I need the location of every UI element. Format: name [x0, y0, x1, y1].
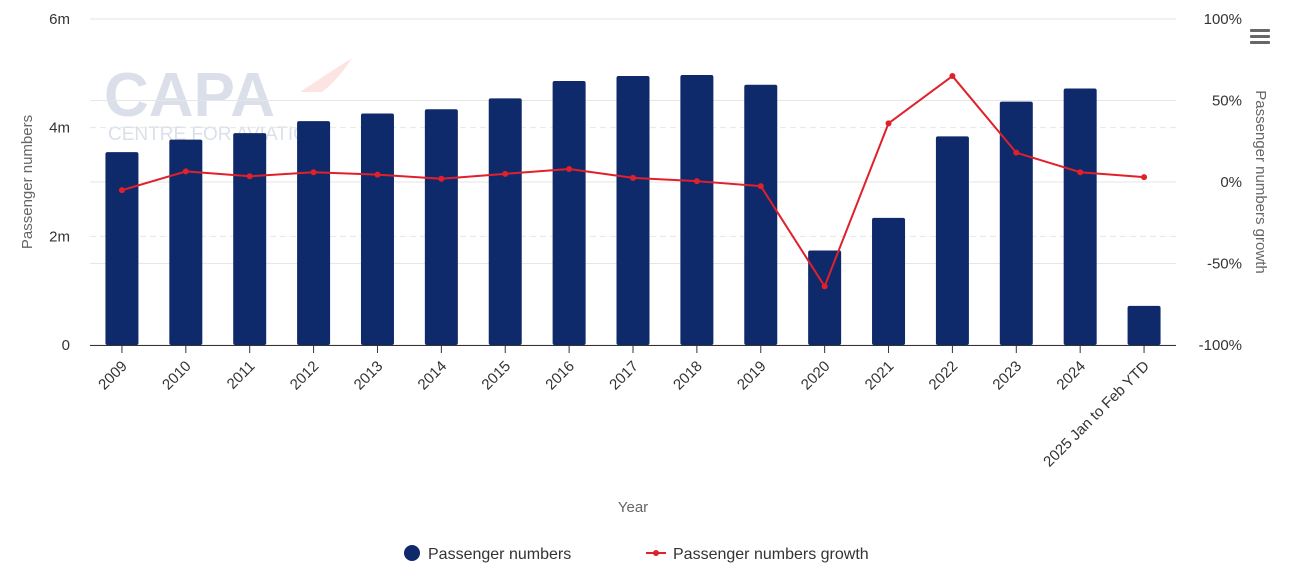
legend: Passenger numbers Passenger numbers grow… [404, 545, 869, 563]
growth-point[interactable] [1077, 169, 1084, 176]
bar[interactable] [808, 250, 842, 345]
right-axis-tick-label: 100% [1204, 11, 1242, 28]
bar[interactable] [360, 113, 394, 345]
bar[interactable] [935, 136, 969, 345]
growth-point[interactable] [374, 171, 381, 178]
watermark-subtitle: CENTRE FOR AVIATION [108, 124, 322, 145]
x-axis-tick-label: 2020 [798, 358, 834, 394]
x-axis-tick-label: 2014 [415, 358, 451, 394]
bar[interactable] [488, 98, 522, 346]
left-axis-tick-label: 2m [49, 228, 70, 245]
x-axis-tick-label: 2019 [734, 358, 770, 394]
bar[interactable] [297, 121, 331, 345]
growth-point[interactable] [310, 169, 317, 176]
growth-point[interactable] [246, 173, 253, 180]
growth-point[interactable] [821, 283, 828, 290]
growth-point[interactable] [949, 73, 956, 80]
growth-point[interactable] [566, 165, 573, 172]
right-axis-tick-label: -50% [1207, 256, 1242, 273]
left-axis-tick-label: 0 [62, 337, 70, 354]
x-axis-tick-label: 2015 [478, 358, 514, 394]
growth-point[interactable] [630, 174, 636, 181]
bar[interactable] [680, 74, 714, 346]
legend-item-passenger-numbers[interactable]: Passenger numbers [404, 545, 571, 563]
growth-point[interactable] [693, 178, 700, 185]
bar[interactable] [999, 101, 1033, 345]
bar[interactable] [744, 84, 778, 345]
bar[interactable] [1063, 88, 1097, 346]
legend-item-passenger-numbers-growth[interactable]: Passenger numbers growth [646, 546, 869, 563]
left-axis-tick-label: 6m [49, 11, 70, 28]
legend-bar-marker [404, 545, 420, 561]
legend-label-passenger-numbers: Passenger numbers [428, 546, 571, 563]
bar[interactable] [552, 80, 586, 345]
x-axis-tick-label: 2011 [224, 358, 259, 393]
right-y-axis-title: Passenger numbers growth [1252, 90, 1269, 273]
bar-series [90, 74, 1176, 346]
x-axis-tick-label: 2021 [862, 358, 898, 394]
bar[interactable] [105, 152, 139, 345]
growth-point[interactable] [1141, 174, 1148, 181]
x-axis-tick-label: 2016 [542, 358, 578, 394]
growth-point[interactable] [118, 187, 125, 194]
growth-point[interactable] [438, 175, 445, 182]
capa-watermark-logo: CAPA CENTRE FOR AVIATION [104, 58, 352, 145]
x-axis-tick-label: 2025 Jan to Feb YTD [1040, 358, 1153, 471]
x-axis-tick-label: 2013 [351, 358, 387, 394]
watermark-swoosh [300, 58, 352, 92]
bar[interactable] [1127, 305, 1161, 345]
x-axis: 2009 2010 2011 2012 2013 2014 2015 2016 2017 2018… [95, 345, 1153, 470]
right-axis-tick-label: -100% [1199, 337, 1242, 354]
bar[interactable] [233, 133, 267, 345]
x-axis-tick-label: 2010 [159, 358, 195, 394]
bar[interactable] [872, 217, 906, 345]
growth-point[interactable] [502, 170, 509, 177]
right-axis-tick-label: 0% [1220, 174, 1242, 191]
growth-point[interactable] [1013, 149, 1020, 156]
right-y-axis: -100% -50% 0% 50% 100% [1199, 11, 1242, 354]
x-axis-tick-label: 2022 [926, 358, 962, 394]
x-axis-title: Year [618, 499, 648, 516]
x-axis-tick-label: 2018 [670, 358, 706, 394]
growth-point[interactable] [757, 183, 764, 190]
x-axis-tick-label: 2023 [990, 358, 1026, 394]
bar[interactable] [616, 76, 650, 346]
bar[interactable] [424, 109, 458, 346]
bar[interactable] [169, 139, 203, 345]
legend-label-passenger-numbers-growth: Passenger numbers growth [673, 546, 869, 563]
line-series [118, 73, 1148, 290]
watermark-title: CAPA [104, 61, 275, 130]
x-axis-tick-label: 2012 [287, 358, 323, 394]
left-axis-tick-label: 4m [49, 120, 70, 137]
left-y-axis: 0 2m 4m 6m [49, 11, 70, 354]
x-axis-tick-label: 2017 [606, 358, 642, 394]
legend-line-dot [653, 550, 659, 556]
growth-point[interactable] [182, 168, 189, 175]
right-axis-tick-label: 50% [1212, 93, 1242, 110]
x-axis-tick-label: 2024 [1053, 358, 1089, 394]
left-y-axis-title: Passenger numbers [19, 115, 36, 249]
hamburger-menu-icon[interactable] [1244, 22, 1276, 50]
growth-point[interactable] [885, 120, 892, 127]
x-axis-tick-label: 2009 [95, 358, 131, 394]
